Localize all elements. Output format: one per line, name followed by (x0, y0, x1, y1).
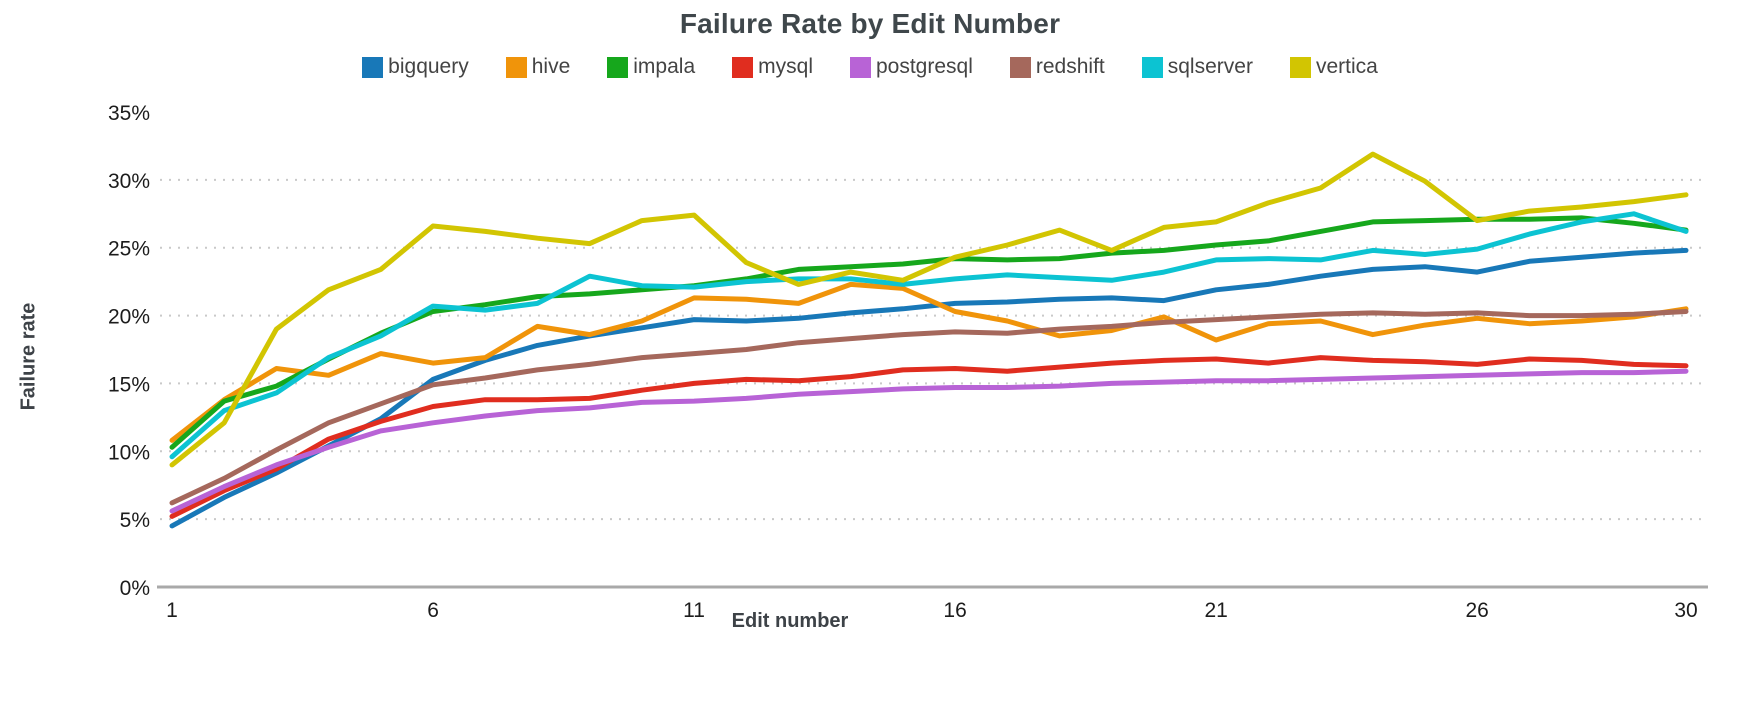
legend-label-redshift: redshift (1035, 55, 1105, 78)
legend-swatch-redshift (1009, 56, 1031, 78)
x-tick-label-16: 16 (943, 599, 966, 622)
legend-swatch-hive (505, 56, 527, 78)
legend-label-hive: hive (531, 55, 571, 78)
x-tick-label-26: 26 (1465, 599, 1488, 622)
legend-item-sqlserver[interactable]: sqlserver (1141, 55, 1253, 79)
legend-label-sqlserver: sqlserver (1167, 55, 1253, 78)
series-line-mysql (169, 355, 1689, 519)
legend-swatch-postgresql (849, 56, 871, 78)
y-tick-label-0: 0% (120, 577, 150, 600)
series-line-sqlserver (169, 211, 1689, 460)
legend-label-bigquery: bigquery (388, 55, 469, 78)
legend-item-postgresql[interactable]: postgresql (849, 55, 973, 79)
x-tick-label-1: 1 (166, 599, 178, 622)
legend-item-redshift[interactable]: redshift (1009, 55, 1105, 79)
y-tick-label-25: 25% (108, 238, 150, 261)
y-tick-label-10: 10% (108, 441, 150, 464)
legend-swatch-vertica (1289, 56, 1311, 78)
legend-swatch-impala (607, 56, 629, 78)
x-axis-title: Edit number (731, 610, 849, 632)
y-tick-label-35: 35% (108, 102, 150, 125)
legend: bigquery hive impala mysql postgresql redshif… (120, 55, 1620, 79)
legend-item-vertica[interactable]: vertica (1289, 55, 1378, 79)
x-tick-label-6: 6 (427, 599, 439, 622)
legend-item-mysql[interactable]: mysql (732, 55, 813, 79)
x-tick-label-11: 11 (683, 599, 705, 622)
series-line-vertica (169, 151, 1689, 468)
series-line-impala (169, 215, 1689, 450)
legend-swatch-bigquery (362, 56, 384, 78)
legend-swatch-mysql (732, 56, 754, 78)
y-tick-label-20: 20% (108, 306, 150, 329)
x-tick-label-30: 30 (1674, 599, 1697, 622)
legend-swatch-sqlserver (1141, 56, 1163, 78)
legend-label-impala: impala (633, 55, 696, 78)
series-line-redshift (169, 309, 1689, 506)
legend-item-impala[interactable]: impala (607, 55, 695, 79)
y-tick-label-30: 30% (108, 170, 150, 193)
chart-title: Failure Rate by Edit Number (679, 8, 1061, 39)
legend-item-hive[interactable]: hive (505, 55, 571, 79)
legend-label-mysql: mysql (758, 55, 813, 78)
y-tick-label-5: 5% (120, 509, 150, 532)
y-tick-label-15: 15% (108, 373, 150, 396)
legend-item-bigquery[interactable]: bigquery (362, 55, 469, 79)
legend-label-vertica: vertica (1315, 55, 1378, 78)
series-line-postgresql (169, 368, 1689, 514)
series-line-hive (169, 281, 1689, 443)
legend-label-postgresql: postgresql (875, 55, 973, 78)
x-tick-label-21: 21 (1204, 599, 1227, 622)
